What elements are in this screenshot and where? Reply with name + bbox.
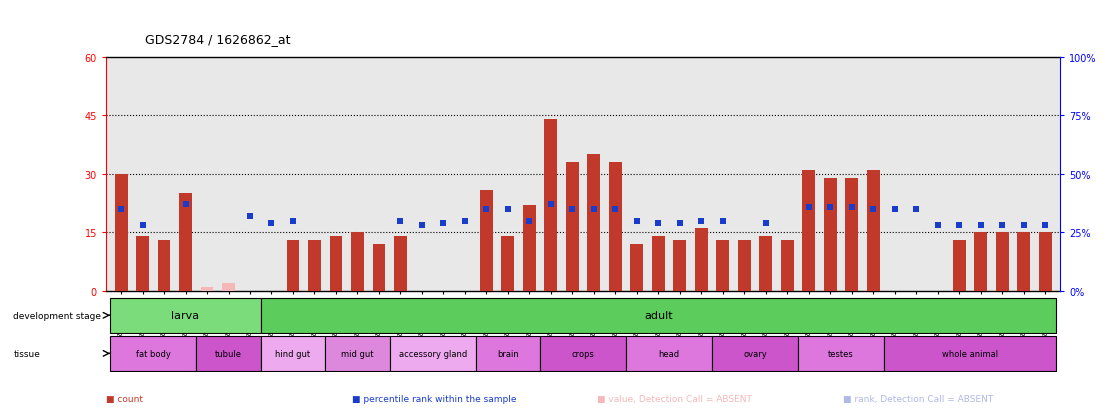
Text: crops: crops <box>571 349 595 358</box>
Bar <box>136 237 150 291</box>
Bar <box>308 241 321 291</box>
Text: adult: adult <box>644 311 673 320</box>
Bar <box>501 237 514 291</box>
Text: head: head <box>658 349 680 358</box>
Text: fat body: fat body <box>136 349 171 358</box>
Bar <box>712 336 798 371</box>
Text: tissue: tissue <box>13 349 40 358</box>
Bar <box>352 233 364 291</box>
Bar <box>523 206 536 291</box>
Bar <box>781 241 793 291</box>
Bar <box>545 120 557 291</box>
Bar <box>652 237 665 291</box>
Bar <box>373 244 385 291</box>
Text: mid gut: mid gut <box>341 349 374 358</box>
Bar <box>1017 233 1030 291</box>
Text: development stage: development stage <box>13 311 102 320</box>
Bar <box>325 336 389 371</box>
Bar <box>480 190 493 291</box>
Text: ■ value, Detection Call = ABSENT: ■ value, Detection Call = ABSENT <box>597 394 752 403</box>
Bar <box>759 237 772 291</box>
Bar <box>587 155 600 291</box>
Bar <box>261 298 1056 333</box>
Text: testes: testes <box>828 349 854 358</box>
Bar <box>222 283 235 291</box>
Bar <box>196 336 261 371</box>
Bar <box>974 233 988 291</box>
Bar <box>261 336 325 371</box>
Bar <box>802 171 815 291</box>
Bar <box>110 336 196 371</box>
Text: brain: brain <box>497 349 519 358</box>
Bar <box>1039 233 1051 291</box>
Bar <box>845 178 858 291</box>
Bar <box>673 241 686 291</box>
Bar <box>995 233 1009 291</box>
Bar <box>287 241 299 291</box>
Bar <box>157 241 171 291</box>
Text: larva: larva <box>172 311 200 320</box>
Bar <box>201 287 213 291</box>
Bar <box>631 244 643 291</box>
Bar <box>695 229 708 291</box>
Bar <box>953 241 965 291</box>
Text: hind gut: hind gut <box>276 349 310 358</box>
Bar <box>716 241 729 291</box>
Bar <box>389 336 475 371</box>
Text: ■ percentile rank within the sample: ■ percentile rank within the sample <box>352 394 516 403</box>
Bar <box>798 336 884 371</box>
Bar <box>884 336 1056 371</box>
Bar <box>566 163 579 291</box>
Bar <box>540 336 626 371</box>
Text: whole animal: whole animal <box>942 349 998 358</box>
Bar <box>475 336 540 371</box>
Bar <box>738 241 751 291</box>
Bar <box>329 237 343 291</box>
Bar <box>626 336 712 371</box>
Text: ovary: ovary <box>743 349 767 358</box>
Bar <box>110 298 261 333</box>
Bar <box>179 194 192 291</box>
Text: tubule: tubule <box>215 349 242 358</box>
Text: ■ count: ■ count <box>106 394 143 403</box>
Text: accessory gland: accessory gland <box>398 349 466 358</box>
Text: GDS2784 / 1626862_at: GDS2784 / 1626862_at <box>145 33 290 46</box>
Bar <box>609 163 622 291</box>
Bar <box>867 171 879 291</box>
Bar <box>115 175 127 291</box>
Text: ■ rank, Detection Call = ABSENT: ■ rank, Detection Call = ABSENT <box>843 394 993 403</box>
Bar <box>824 178 837 291</box>
Bar <box>394 237 407 291</box>
